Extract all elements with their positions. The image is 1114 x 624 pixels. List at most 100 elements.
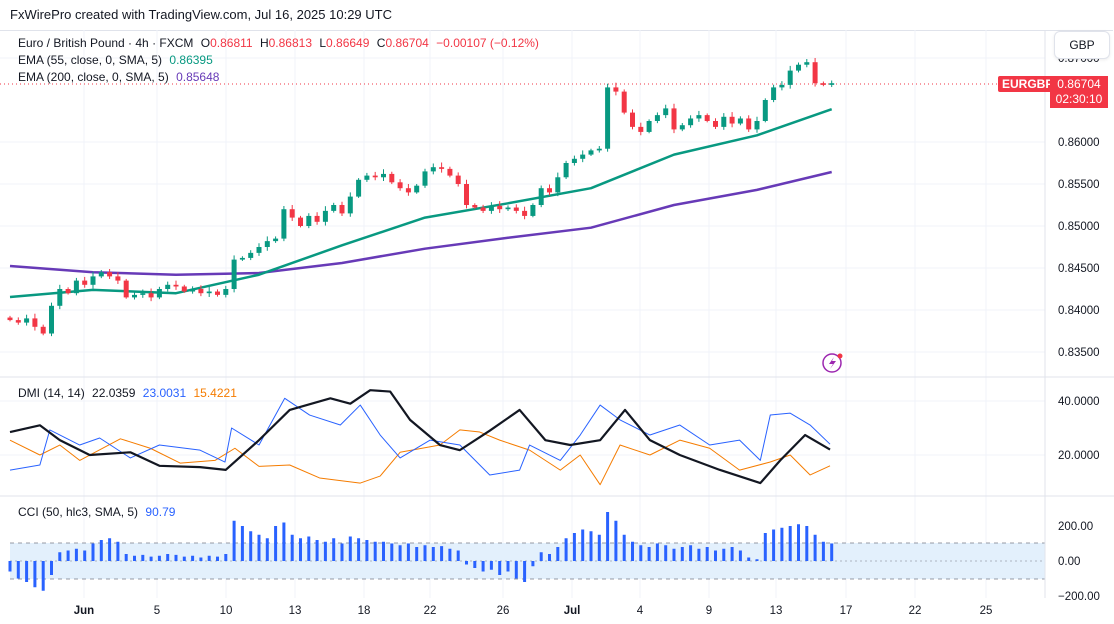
candle-body <box>223 289 229 295</box>
cci-bar <box>199 557 203 561</box>
candle-body <box>829 83 835 85</box>
cci-bar <box>141 554 145 561</box>
cci-bar <box>631 541 634 561</box>
cci-bar <box>124 554 128 561</box>
cci-legend[interactable]: CCI (50, hlc3, SMA, 5) 90.79 <box>18 505 179 519</box>
candle-body <box>439 167 445 169</box>
cci-bar <box>415 547 419 561</box>
cci-bar <box>83 550 87 561</box>
candle-body <box>646 121 652 132</box>
time-tick-label: Jun <box>74 605 94 617</box>
candle-body <box>24 318 30 323</box>
cci-bar <box>166 554 170 561</box>
candle-body <box>754 121 760 130</box>
candle-body <box>679 125 685 130</box>
symbol-legend[interactable]: Euro / British Pound · 4h · FXCM O0.8681… <box>18 36 543 50</box>
plus-di-line <box>9 397 831 476</box>
candle-body <box>314 215 320 222</box>
cci-bar <box>697 548 701 561</box>
candle-body <box>123 280 129 298</box>
candle-body <box>73 280 79 294</box>
time-tick-label: 13 <box>770 605 783 617</box>
candle-body <box>571 158 577 163</box>
cci-bar <box>672 548 676 561</box>
cci-bar <box>406 543 410 561</box>
candle-body <box>331 205 337 211</box>
last-price: 0.86704 <box>1057 77 1101 91</box>
cci-bar <box>16 561 20 579</box>
cci-label: CCI (50, hlc3, SMA, 5) <box>18 505 139 519</box>
cci-bar <box>780 527 784 561</box>
cci-bar <box>240 526 244 561</box>
candle-body <box>804 62 810 65</box>
time-tick-label: 18 <box>358 605 371 617</box>
time-tick-label: 25 <box>980 605 993 617</box>
cci-bar <box>174 554 178 561</box>
ema200-value: 0.85648 <box>176 70 220 84</box>
cci-bar <box>33 561 37 588</box>
time-tick-label: 17 <box>840 605 853 617</box>
price-tick-label: 0.85500 <box>1058 179 1100 191</box>
candle-body <box>148 293 154 298</box>
candle-body <box>422 171 428 186</box>
cci-bar <box>755 559 759 561</box>
open-value: 0.86811 <box>210 36 253 50</box>
dmi-legend[interactable]: DMI (14, 14) 22.0359 23.0031 15.4221 <box>18 386 241 400</box>
candle-body <box>347 196 353 214</box>
minus-di-line <box>9 429 831 486</box>
cci-bar <box>265 538 269 561</box>
cci-bar <box>805 526 809 561</box>
price-tick-label: 0.86000 <box>1058 137 1100 149</box>
candle-body <box>588 150 594 155</box>
candle-body <box>7 317 13 321</box>
candle-body <box>140 293 146 295</box>
close-label: C <box>376 36 386 50</box>
lightning-icon[interactable] <box>822 353 843 373</box>
candle-body <box>480 207 486 211</box>
cci-bar <box>606 512 610 561</box>
grid-lines <box>0 30 1045 598</box>
cci-bar <box>25 561 29 582</box>
ema55-legend[interactable]: EMA (55, close, 0, SMA, 5) 0.86395 <box>18 53 217 67</box>
cci-bar <box>249 531 253 561</box>
cci-bar <box>788 526 792 561</box>
price-tick-label: 0.85000 <box>1058 221 1100 233</box>
cci-bar <box>647 547 651 561</box>
dmi-tick-label: 40.0000 <box>1058 396 1100 408</box>
candle-body <box>264 241 270 247</box>
candle-body <box>638 126 644 132</box>
adx-value: 22.0359 <box>92 386 136 400</box>
cci-bar <box>50 561 53 575</box>
candle-body <box>298 217 303 226</box>
cci-bar <box>431 547 435 561</box>
cci-bar <box>821 541 825 561</box>
cci-bar <box>315 540 319 561</box>
high-label: H <box>259 36 269 50</box>
cci-bar <box>440 546 444 561</box>
candle-body <box>796 64 801 71</box>
price-tick-label: 0.84500 <box>1058 263 1100 275</box>
cci-bar <box>531 561 535 567</box>
ema200-legend[interactable]: EMA (200, close, 0, SMA, 5) 0.85648 <box>18 70 223 84</box>
cci-tick-label: 0.00 <box>1058 556 1080 568</box>
candle-body <box>181 286 187 292</box>
cci-tick-label: 200.00 <box>1058 521 1093 533</box>
cci-bar <box>523 561 527 582</box>
time-tick-label: 10 <box>220 605 233 617</box>
cci-bar <box>514 561 518 579</box>
ema200-label: EMA (200, close, 0, SMA, 5) <box>18 70 169 84</box>
candle-body <box>430 167 436 172</box>
currency-button[interactable]: GBP <box>1054 31 1110 59</box>
time-tick-label: 26 <box>497 605 510 617</box>
candle-body <box>812 62 818 84</box>
dmi-pane <box>9 389 831 486</box>
candle-body <box>90 276 96 285</box>
price-tick-label: 0.83500 <box>1058 347 1100 359</box>
cci-bar <box>282 522 286 561</box>
cci-bar <box>41 561 45 591</box>
candle-body <box>389 173 395 183</box>
candle-body <box>505 207 511 210</box>
cci-bar <box>340 543 344 561</box>
candle-body <box>306 215 312 226</box>
